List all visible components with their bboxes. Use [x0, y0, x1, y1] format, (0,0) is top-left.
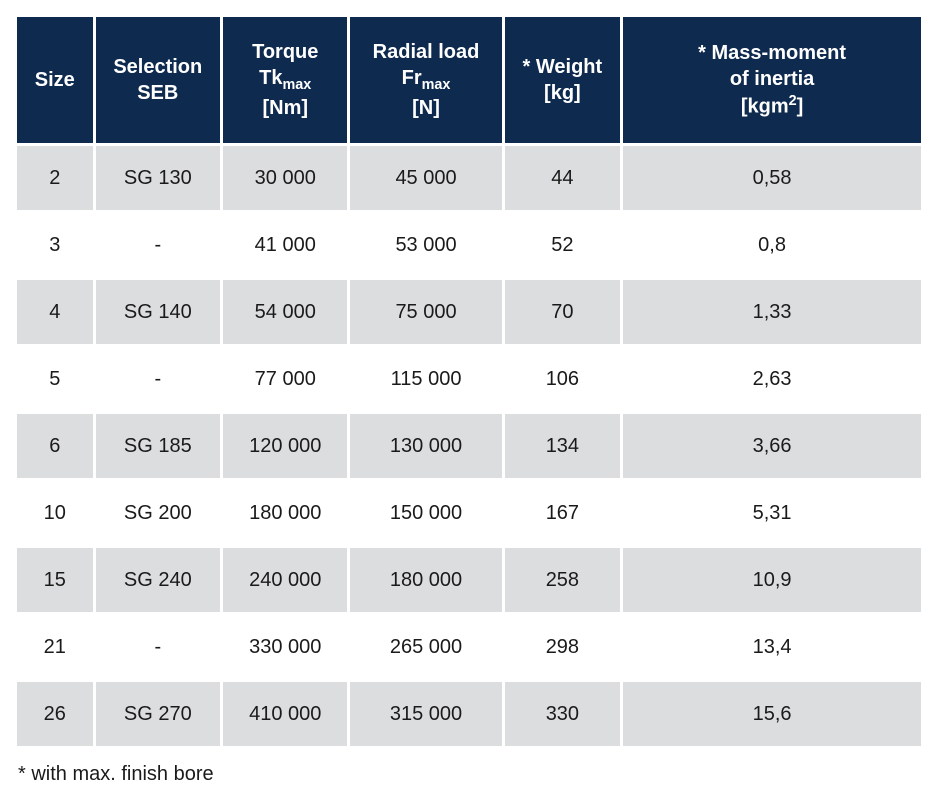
cell-torque: 54 000 [223, 280, 347, 344]
cell-size: 6 [17, 414, 93, 478]
cell-radial: 45 000 [350, 146, 501, 210]
col-header-size: Size [17, 17, 93, 143]
cell-size: 21 [17, 615, 93, 679]
cell-inertia: 1,33 [623, 280, 921, 344]
footnote: * with max. finish bore [14, 763, 924, 786]
cell-inertia: 0,8 [623, 213, 921, 277]
cell-inertia: 0,58 [623, 146, 921, 210]
cell-inertia: 10,9 [623, 548, 921, 612]
cell-size: 10 [17, 481, 93, 545]
cell-torque: 30 000 [223, 146, 347, 210]
cell-seb: SG 140 [96, 280, 220, 344]
cell-torque: 330 000 [223, 615, 347, 679]
cell-radial: 180 000 [350, 548, 501, 612]
cell-inertia: 13,4 [623, 615, 921, 679]
table-row: 5-77 000115 0001062,63 [17, 347, 921, 411]
cell-torque: 180 000 [223, 481, 347, 545]
cell-radial: 315 000 [350, 682, 501, 746]
cell-weight: 134 [505, 414, 621, 478]
table-row: 2SG 13030 00045 000440,58 [17, 146, 921, 210]
table-row: 3-41 00053 000520,8 [17, 213, 921, 277]
cell-size: 4 [17, 280, 93, 344]
cell-inertia: 15,6 [623, 682, 921, 746]
cell-torque: 41 000 [223, 213, 347, 277]
cell-inertia: 3,66 [623, 414, 921, 478]
cell-weight: 258 [505, 548, 621, 612]
table-body: 2SG 13030 00045 000440,583-41 00053 0005… [17, 146, 921, 746]
cell-radial: 150 000 [350, 481, 501, 545]
cell-weight: 298 [505, 615, 621, 679]
col-header-radial: Radial loadFrmax[N] [350, 17, 501, 143]
cell-seb: - [96, 615, 220, 679]
cell-torque: 120 000 [223, 414, 347, 478]
cell-seb: - [96, 347, 220, 411]
table-row: 26SG 270410 000315 00033015,6 [17, 682, 921, 746]
header-row: SizeSelectionSEBTorqueTkmax[Nm]Radial lo… [17, 17, 921, 143]
table-row: 10SG 200180 000150 0001675,31 [17, 481, 921, 545]
cell-seb: SG 185 [96, 414, 220, 478]
col-header-torque: TorqueTkmax[Nm] [223, 17, 347, 143]
col-header-inertia: * Mass-momentof inertia[kgm2] [623, 17, 921, 143]
cell-radial: 265 000 [350, 615, 501, 679]
cell-seb: SG 270 [96, 682, 220, 746]
cell-seb: SG 200 [96, 481, 220, 545]
table-row: 15SG 240240 000180 00025810,9 [17, 548, 921, 612]
cell-radial: 115 000 [350, 347, 501, 411]
table-head: SizeSelectionSEBTorqueTkmax[Nm]Radial lo… [17, 17, 921, 143]
table-row: 4SG 14054 00075 000701,33 [17, 280, 921, 344]
col-header-weight: * Weight[kg] [505, 17, 621, 143]
cell-size: 15 [17, 548, 93, 612]
cell-weight: 44 [505, 146, 621, 210]
cell-inertia: 5,31 [623, 481, 921, 545]
cell-size: 26 [17, 682, 93, 746]
cell-size: 5 [17, 347, 93, 411]
cell-weight: 330 [505, 682, 621, 746]
cell-radial: 75 000 [350, 280, 501, 344]
cell-size: 2 [17, 146, 93, 210]
cell-seb: - [96, 213, 220, 277]
spec-table: SizeSelectionSEBTorqueTkmax[Nm]Radial lo… [14, 14, 924, 749]
cell-weight: 70 [505, 280, 621, 344]
cell-seb: SG 240 [96, 548, 220, 612]
cell-weight: 106 [505, 347, 621, 411]
cell-torque: 77 000 [223, 347, 347, 411]
cell-radial: 53 000 [350, 213, 501, 277]
cell-weight: 52 [505, 213, 621, 277]
cell-weight: 167 [505, 481, 621, 545]
cell-radial: 130 000 [350, 414, 501, 478]
cell-size: 3 [17, 213, 93, 277]
col-header-seb: SelectionSEB [96, 17, 220, 143]
table-row: 21-330 000265 00029813,4 [17, 615, 921, 679]
cell-torque: 410 000 [223, 682, 347, 746]
cell-torque: 240 000 [223, 548, 347, 612]
cell-seb: SG 130 [96, 146, 220, 210]
table-row: 6SG 185120 000130 0001343,66 [17, 414, 921, 478]
cell-inertia: 2,63 [623, 347, 921, 411]
